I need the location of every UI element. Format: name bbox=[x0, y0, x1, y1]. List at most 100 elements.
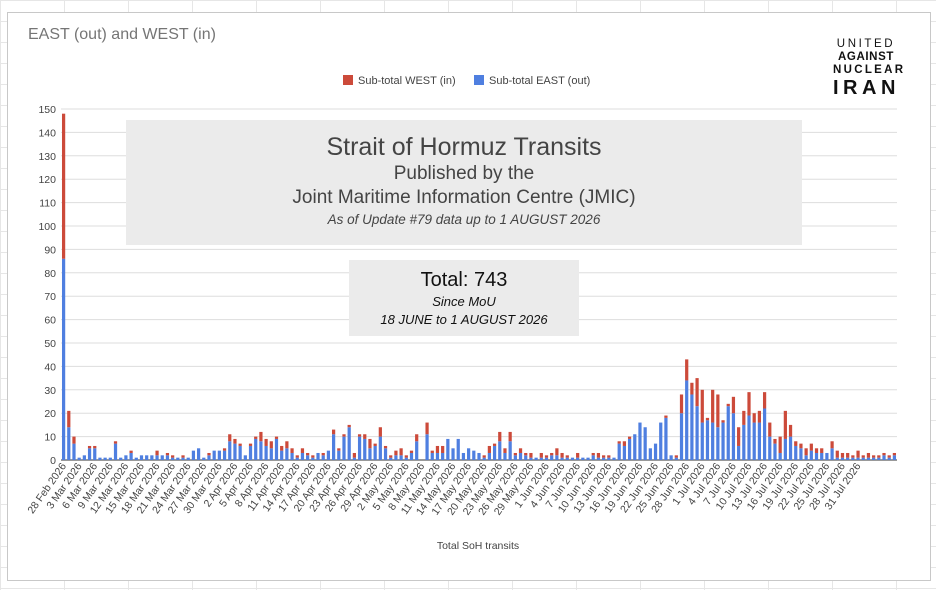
bar-west bbox=[846, 452, 850, 458]
bar-west bbox=[814, 448, 819, 453]
bar-east bbox=[259, 441, 263, 460]
bar-west bbox=[306, 452, 310, 456]
bar-east bbox=[311, 457, 315, 460]
bar-west bbox=[544, 455, 549, 458]
bar-east bbox=[513, 455, 517, 460]
y-tick-label: 130 bbox=[38, 151, 56, 163]
bar-west bbox=[768, 422, 772, 437]
bar-east bbox=[415, 441, 419, 460]
bar-west bbox=[181, 455, 185, 458]
bar-east bbox=[622, 445, 627, 460]
bar-west bbox=[835, 450, 839, 458]
bar-west bbox=[607, 455, 611, 458]
bar-west bbox=[331, 429, 336, 435]
bar-east bbox=[472, 450, 476, 460]
bar-west bbox=[685, 359, 689, 381]
bar-east bbox=[653, 443, 658, 460]
bar-west bbox=[799, 443, 803, 449]
bar-west bbox=[742, 410, 746, 425]
banner-title: Strait of Hormuz Transits bbox=[326, 133, 602, 161]
bar-west bbox=[300, 448, 305, 453]
bar-west bbox=[788, 424, 793, 437]
bar-east bbox=[700, 422, 704, 460]
bar-west bbox=[129, 450, 133, 453]
bar-east bbox=[685, 380, 689, 460]
bar-east bbox=[768, 436, 772, 460]
bar-west bbox=[555, 448, 559, 456]
title-banner: Strait of Hormuz Transits Published by t… bbox=[126, 120, 802, 245]
bar-east bbox=[363, 438, 367, 460]
bar-east bbox=[602, 457, 606, 460]
bar-west bbox=[165, 452, 170, 456]
bar-east bbox=[191, 450, 196, 460]
bar-east bbox=[389, 457, 393, 460]
bar-west bbox=[830, 441, 834, 449]
bar-east bbox=[648, 448, 652, 460]
legend-east-swatch bbox=[474, 75, 484, 85]
bar-west bbox=[409, 450, 414, 453]
bar-west bbox=[321, 452, 325, 456]
bar-east bbox=[851, 457, 855, 460]
bar-east bbox=[752, 422, 756, 460]
banner-line-2: Published by the bbox=[393, 163, 535, 184]
bar-east bbox=[477, 452, 481, 460]
bar-east bbox=[544, 457, 549, 460]
bar-west bbox=[337, 448, 341, 451]
bar-west bbox=[238, 443, 242, 446]
bar-east bbox=[461, 452, 466, 460]
bar-west bbox=[861, 455, 865, 458]
bar-west bbox=[435, 445, 440, 453]
bar-west bbox=[67, 410, 71, 428]
bar-east bbox=[72, 443, 76, 460]
bar-east bbox=[212, 450, 216, 460]
bar-east bbox=[835, 457, 839, 460]
bar-east bbox=[295, 457, 299, 460]
bar-east bbox=[643, 427, 647, 460]
bars bbox=[61, 113, 897, 460]
bar-east bbox=[814, 452, 819, 460]
bar-east bbox=[633, 434, 637, 460]
bar-west bbox=[539, 452, 543, 458]
bar-east bbox=[887, 457, 891, 460]
bar-west bbox=[872, 455, 876, 458]
bar-west bbox=[404, 455, 408, 458]
bar-east bbox=[67, 427, 71, 460]
y-tick-label: 40 bbox=[44, 361, 56, 373]
bar-west bbox=[441, 445, 445, 453]
bar-east bbox=[820, 452, 824, 460]
y-tick-label: 0 bbox=[50, 455, 56, 467]
bar-west bbox=[311, 455, 315, 458]
bar-west bbox=[664, 415, 668, 418]
bar-east bbox=[300, 452, 305, 460]
bar-east bbox=[430, 452, 434, 460]
bar-west bbox=[378, 427, 382, 437]
bar-east bbox=[482, 457, 486, 460]
bar-east bbox=[347, 427, 351, 460]
bar-west bbox=[254, 436, 258, 439]
bar-east bbox=[508, 441, 512, 460]
bar-west bbox=[269, 441, 273, 449]
bar-west bbox=[415, 434, 419, 442]
y-tick-label: 120 bbox=[38, 174, 56, 186]
bar-west bbox=[892, 452, 897, 456]
bar-west bbox=[155, 450, 159, 456]
bar-east bbox=[498, 441, 502, 460]
y-tick-label: 140 bbox=[38, 127, 56, 139]
bar-west bbox=[856, 450, 860, 458]
bar-west bbox=[524, 452, 528, 456]
bar-east bbox=[326, 450, 331, 460]
bar-east bbox=[617, 443, 621, 460]
bar-east bbox=[716, 427, 720, 460]
bar-east bbox=[409, 452, 414, 460]
bar-east bbox=[679, 413, 684, 460]
bar-west bbox=[61, 113, 66, 259]
bar-east bbox=[264, 445, 268, 460]
bar-east bbox=[274, 438, 279, 460]
bar-west bbox=[731, 396, 736, 414]
bar-west bbox=[228, 434, 232, 442]
bar-east bbox=[425, 434, 429, 460]
bar-east bbox=[129, 452, 133, 460]
bar-east bbox=[337, 450, 341, 460]
bar-west bbox=[280, 445, 284, 451]
bar-west bbox=[295, 455, 299, 458]
